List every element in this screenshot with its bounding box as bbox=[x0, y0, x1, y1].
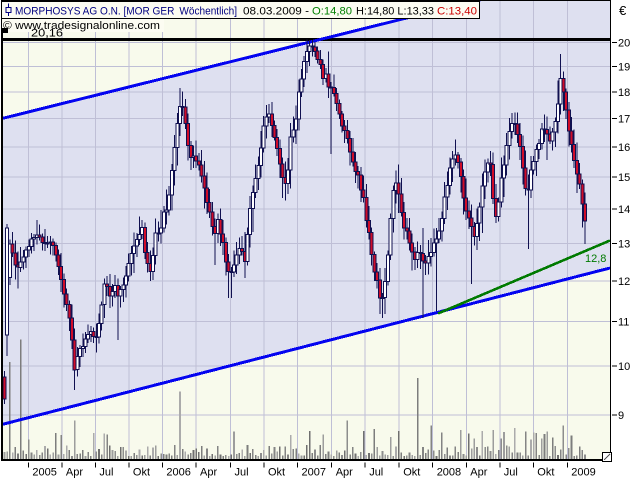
svg-text:19: 19 bbox=[618, 62, 630, 74]
svg-text:10: 10 bbox=[618, 361, 630, 373]
svg-text:17: 17 bbox=[618, 114, 630, 126]
svg-text:18: 18 bbox=[618, 87, 630, 99]
svg-text:© www.tradesignalonline.com: © www.tradesignalonline.com bbox=[3, 20, 160, 32]
svg-text:20,16: 20,16 bbox=[31, 28, 63, 40]
svg-text:12: 12 bbox=[618, 276, 630, 288]
svg-text:14: 14 bbox=[618, 204, 630, 216]
svg-text:Okt: Okt bbox=[133, 467, 150, 479]
svg-text:Okt: Okt bbox=[537, 467, 554, 479]
svg-text:Jul: Jul bbox=[235, 467, 249, 479]
svg-text:C:13,40: C:13,40 bbox=[437, 6, 477, 18]
svg-text:Jul: Jul bbox=[99, 467, 113, 479]
svg-text:2005: 2005 bbox=[32, 467, 56, 479]
svg-text:11: 11 bbox=[618, 316, 629, 328]
svg-text:16: 16 bbox=[618, 142, 630, 154]
svg-text:Okt: Okt bbox=[268, 467, 285, 479]
svg-text:Jul: Jul bbox=[504, 467, 518, 479]
svg-text:13: 13 bbox=[618, 239, 630, 251]
svg-text:MORPHOSYS AG O.N. [MOR GER Wöc: MORPHOSYS AG O.N. [MOR GER Wöchentlich] bbox=[15, 6, 237, 18]
svg-text:20: 20 bbox=[618, 38, 630, 50]
svg-text:12,8: 12,8 bbox=[585, 253, 606, 265]
svg-text:9: 9 bbox=[618, 410, 624, 422]
svg-text:Apr: Apr bbox=[200, 467, 217, 479]
svg-text:Okt: Okt bbox=[403, 467, 420, 479]
svg-text:2006: 2006 bbox=[166, 467, 190, 479]
svg-text:Jul: Jul bbox=[369, 467, 383, 479]
svg-text:Apr: Apr bbox=[336, 467, 353, 479]
svg-text:€: € bbox=[619, 3, 627, 18]
svg-text:2008: 2008 bbox=[437, 467, 461, 479]
svg-text:O:14,80: O:14,80 bbox=[312, 6, 352, 18]
svg-text:H:14,80 L:13,33: H:14,80 L:13,33 bbox=[356, 6, 434, 18]
svg-text:Apr: Apr bbox=[66, 467, 83, 479]
svg-text:08.03.2009 -: 08.03.2009 - bbox=[243, 6, 309, 18]
svg-text:Apr: Apr bbox=[470, 467, 487, 479]
svg-text:2009: 2009 bbox=[571, 467, 595, 479]
svg-text:2007: 2007 bbox=[302, 467, 326, 479]
svg-text:15: 15 bbox=[618, 172, 630, 184]
